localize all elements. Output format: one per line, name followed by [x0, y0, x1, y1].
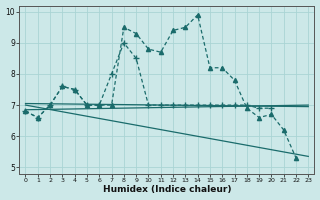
X-axis label: Humidex (Indice chaleur): Humidex (Indice chaleur): [103, 185, 231, 194]
